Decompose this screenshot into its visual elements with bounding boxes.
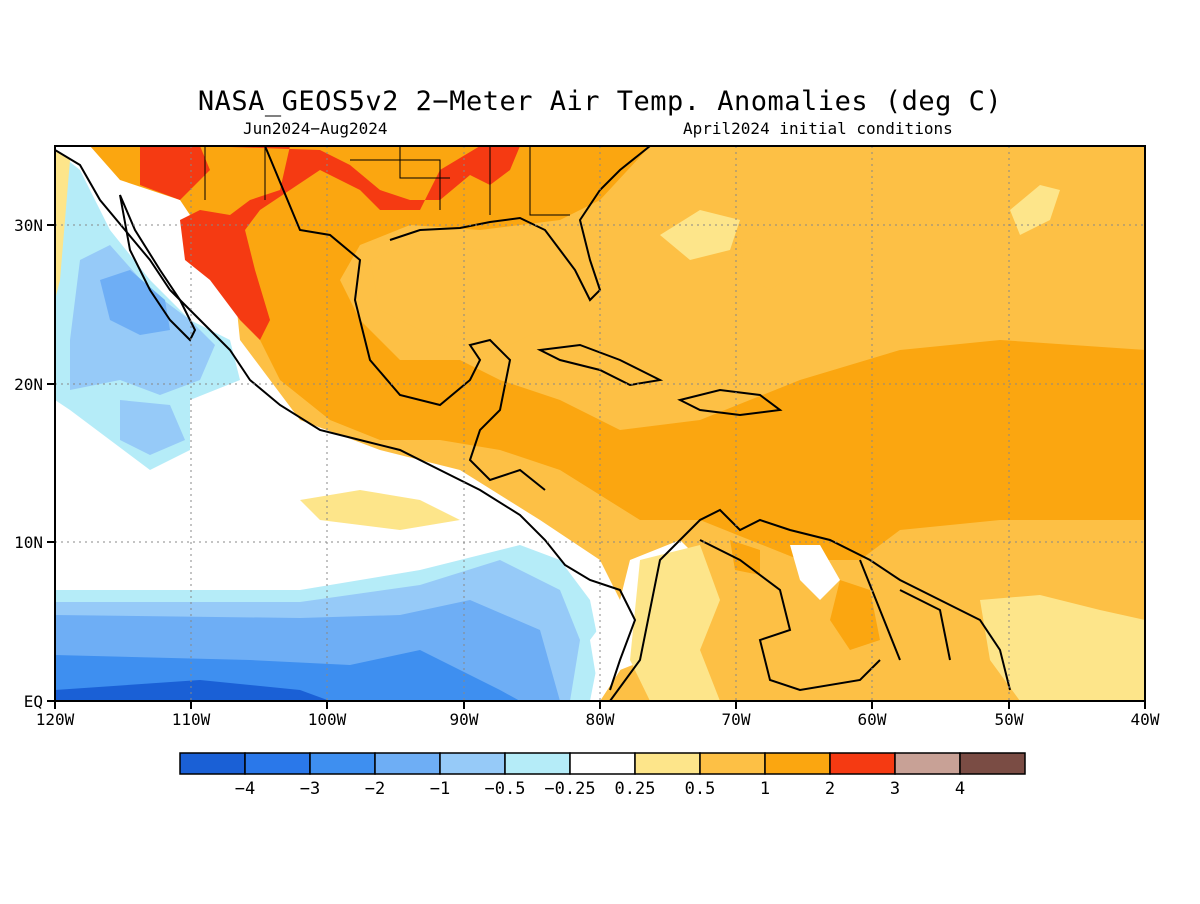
colorbar-label: −4 (235, 779, 255, 799)
gulf-warm-1 (370, 240, 540, 350)
colorbar-label: −0.25 (544, 779, 595, 799)
lon-label: 40W (1131, 710, 1160, 729)
land-warm-2 (90, 146, 1145, 560)
season-subtitle: Jun2024−Aug2024 (243, 119, 388, 138)
colorbar-label: 0.5 (685, 779, 716, 799)
colorbar-label: −3 (300, 779, 320, 799)
lon-label: 100W (308, 710, 347, 729)
colorbar-label: −2 (365, 779, 385, 799)
baja-cool-3 (120, 400, 185, 455)
map-title: NASA_GEOS5v2 2−Meter Air Temp. Anomalies… (197, 86, 1003, 117)
us-state-borders (204, 146, 570, 216)
colorbar-swatch (894, 752, 961, 775)
pacific-cool-4 (55, 680, 330, 701)
colorbar-swatch (179, 752, 246, 775)
colorbar-label: 1 (760, 779, 770, 799)
lat-label: 30N (14, 216, 43, 235)
colorbar-swatch (309, 752, 376, 775)
lon-label: 50W (995, 710, 1024, 729)
lon-label: 80W (586, 710, 615, 729)
atlantic-cool-patch-2 (1010, 185, 1060, 235)
colorbar-label: −1 (430, 779, 450, 799)
colorbar (179, 752, 1026, 775)
colorbar-swatch (504, 752, 571, 775)
colorbar-swatch (569, 752, 636, 775)
colorbar-swatch (634, 752, 701, 775)
lon-label: 120W (36, 710, 75, 729)
colorbar-swatch (244, 752, 311, 775)
colorbar-label: −0.5 (485, 779, 526, 799)
colorbar-swatch (699, 752, 766, 775)
sa-warm-light (630, 545, 720, 701)
colorbar-swatch (959, 752, 1026, 775)
colorbar-label: 4 (955, 779, 965, 799)
lon-label: 60W (858, 710, 887, 729)
colorbar-labels: −4 −3 −2 −1 −0.5 −0.25 0.25 0.5 1 2 3 4 (235, 779, 965, 799)
colorbar-label: 0.25 (615, 779, 656, 799)
colorbar-swatch (829, 752, 896, 775)
colorbar-swatch (439, 752, 506, 775)
colorbar-swatch (374, 752, 441, 775)
atlantic-light-4 (740, 230, 800, 290)
baja-cool-2 (100, 270, 170, 335)
lat-label: EQ (24, 692, 43, 711)
colorbar-swatch (764, 752, 831, 775)
sa-warm-2 (730, 540, 880, 650)
lon-label: 110W (172, 710, 211, 729)
atlantic-cool-patch-1 (660, 210, 740, 260)
axis-ticks (47, 224, 1146, 709)
lon-label: 70W (722, 710, 751, 729)
lat-label: 20N (14, 375, 43, 394)
grid (55, 146, 1145, 701)
colorbar-label: 2 (825, 779, 835, 799)
lat-label: 10N (14, 533, 43, 552)
init-conditions-subtitle: April2024 initial conditions (683, 119, 953, 138)
land-warm-3 (140, 146, 520, 340)
coastlines (55, 146, 1011, 701)
atlantic-cool-patch-3 (980, 595, 1145, 701)
colorbar-label: 3 (890, 779, 900, 799)
pacific-warm-patch (300, 490, 460, 530)
lon-label: 90W (450, 710, 479, 729)
